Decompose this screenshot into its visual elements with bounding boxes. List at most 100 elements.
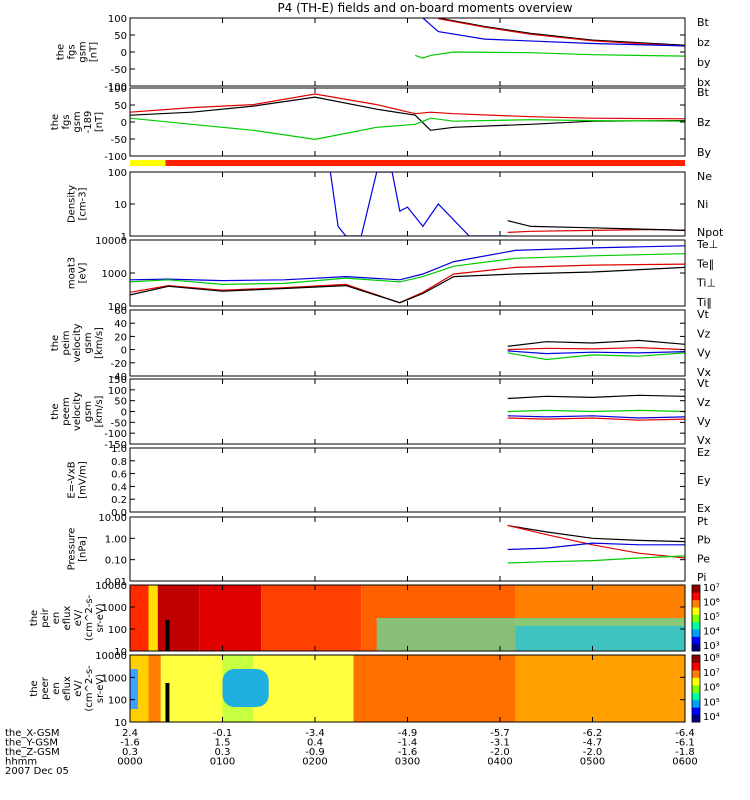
footer-row-label: hhmm (5, 757, 37, 768)
y-tick-label: 1 (121, 232, 127, 243)
y-tick-label: 10 (114, 200, 127, 211)
legend-entry: Ne (697, 170, 712, 183)
footer-value: -1.6 (398, 747, 418, 758)
series-bt-line (130, 96, 685, 131)
footer-value: -6.1 (675, 738, 695, 749)
y-axis-label-line: the (29, 680, 40, 696)
footer-value: -1.8 (675, 747, 695, 758)
y-tick-label: 0.4 (111, 482, 127, 493)
colorbar-segment (692, 662, 700, 671)
legend-entry: Vy (697, 347, 711, 360)
colorbar-tick-label: 10⁸ (703, 653, 720, 664)
colorbar-tick-label: 10⁵ (703, 612, 720, 623)
y-tick-label: 0.01 (105, 577, 127, 588)
y-tick-label: 1.00 (105, 534, 127, 545)
y-axis-label: thefgsgsm[nT] (56, 41, 100, 62)
footer-value: -4.7 (583, 738, 603, 749)
series-ni-line (507, 220, 685, 231)
colorbar-10: 10⁸ 10⁷ 10⁶ 10⁵ 10⁴ (691, 653, 720, 723)
y-axis-label: thepeerenefluxeV/(cm^2-s-sr-eV) (29, 665, 106, 712)
legend-entry: bx (697, 76, 711, 89)
y-axis-label-line: peir (40, 607, 51, 627)
footer-value: -4.9 (398, 728, 418, 739)
legend-entry: Bt (697, 16, 710, 29)
y-axis-label-line: velocity (72, 323, 83, 362)
spectrogram-band (515, 626, 685, 651)
footer-value: -1.6 (120, 738, 140, 749)
y-axis-label-line: [cm-3] (78, 187, 89, 220)
colorbar-tick-label: 10⁴ (703, 627, 720, 638)
legend-7: Ez Ey Ex (697, 446, 711, 515)
colorbar-segment (692, 629, 700, 637)
legend-entry: Vx (697, 434, 712, 447)
legend-6: Vt Vz Vy Vx (697, 377, 712, 447)
y-tick-label: 40 (114, 319, 127, 330)
spectrogram-band (130, 585, 149, 651)
series-pt-line (507, 524, 685, 543)
y-tick-label: -50 (111, 65, 127, 76)
series-by-line (415, 51, 685, 59)
panel-4: 10000 1000 100 moat3[eV] Te⊥ Te‖ Ti⊥ Ti‖ (67, 236, 719, 313)
y-tick-label: 0.2 (111, 495, 127, 506)
series-bz-line (438, 18, 685, 47)
legend-entry: Npot (697, 226, 724, 239)
y-axis-label-line: gsm (83, 332, 94, 353)
y-tick-label: 10000 (95, 581, 127, 592)
series-npot-line (329, 172, 508, 236)
legend-entry: Ez (697, 446, 710, 459)
legend-entry: Vt (697, 377, 710, 390)
y-tick-label: 0.8 (111, 457, 127, 468)
y-tick-label: 20 (114, 332, 127, 343)
spectrogram-band (253, 655, 354, 722)
y-tick-label: 10.00 (98, 513, 127, 524)
colorbar-segment (692, 669, 700, 678)
legend-entry: Vz (697, 396, 711, 409)
panel-frame (129, 17, 686, 87)
spectrogram-band (515, 655, 685, 722)
series-ti-line (130, 245, 685, 282)
colorbar-tick-label: 10⁶ (703, 598, 720, 609)
footer-row-label: the_Z-GSM (5, 747, 60, 758)
legend-entry: Vx (697, 366, 712, 379)
panel-frame (129, 239, 686, 307)
spectrogram-band (130, 669, 138, 709)
legend-entry: bz (697, 36, 710, 49)
mode-bar-segment (130, 160, 166, 166)
series-vx-line (507, 415, 685, 419)
y-tick-label: 10 (114, 718, 127, 729)
series-pb-line (507, 524, 685, 559)
colorbar-segment (692, 714, 700, 723)
footer-value: -3.4 (305, 728, 325, 739)
panel-frame (129, 87, 686, 157)
series-vt-line (507, 394, 685, 400)
y-axis-label-line: the (50, 114, 61, 130)
footer-value: -0.9 (305, 747, 325, 758)
y-axis-label-line: [km/s] (94, 395, 105, 427)
legend-entry: Pt (697, 515, 709, 528)
colorbar-segment (692, 643, 700, 652)
y-axis-label-line: eflux (62, 606, 73, 631)
colorbar-segment (692, 585, 700, 593)
footer-value: 0400 (487, 757, 512, 768)
y-tick-label: 100 (108, 625, 127, 636)
y-tick-label: -100 (104, 152, 127, 163)
colorbar-segment (692, 655, 700, 663)
footer-value: 0.3 (215, 747, 231, 758)
y-axis-label-line: eflux (62, 676, 73, 701)
y-tick-label: 10000 (95, 651, 127, 662)
y-tick-label: 1000 (102, 269, 127, 280)
panel-5: 6040200-20-40thepeimvelocitygsm[km/s]VtV… (50, 306, 712, 383)
footer-value: 0.4 (307, 738, 323, 749)
y-axis-label-line: the (50, 335, 61, 351)
legend-entry: Pi (697, 571, 706, 584)
spectrogram-gap (165, 683, 170, 722)
y-tick-label: -50 (111, 418, 127, 429)
panel-1: 100 50 0 -50 -100 thefgsgsm[nT] Bt bz by bx (56, 14, 711, 93)
y-tick-label: -40 (111, 372, 127, 383)
y-tick-label: 100 (108, 386, 127, 397)
y-axis-label-line: eV/ (73, 680, 84, 697)
legend-3: Ne Ni Npot (697, 170, 724, 239)
y-tick-label: 50 (114, 101, 127, 112)
